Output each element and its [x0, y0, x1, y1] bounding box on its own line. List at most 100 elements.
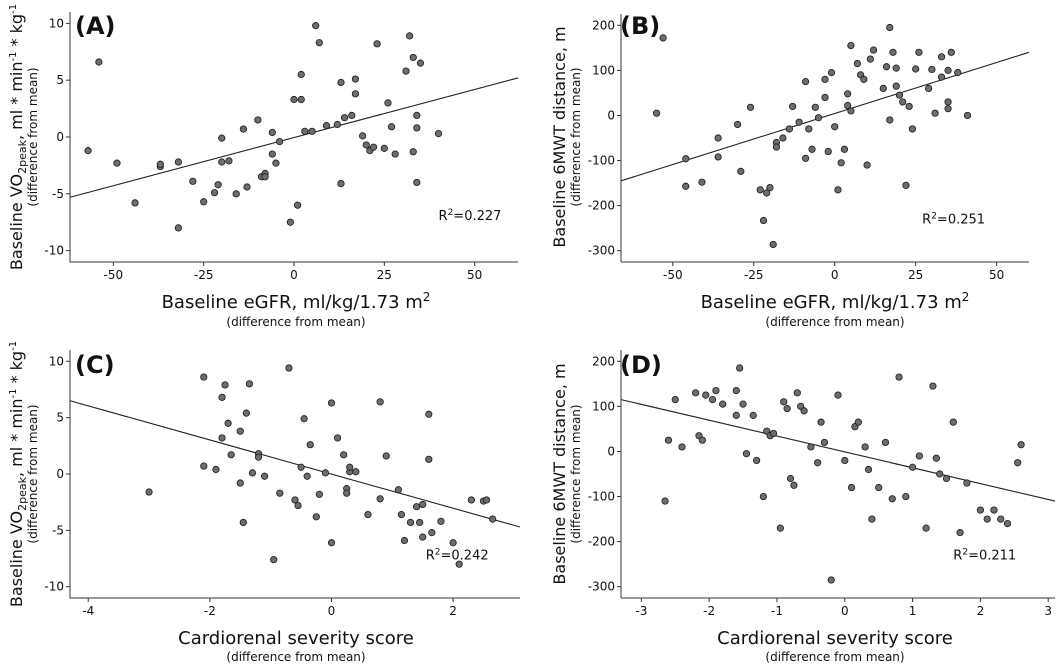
- y-axis-note: (difference from mean): [569, 404, 583, 543]
- data-point: [286, 218, 294, 226]
- data-point: [942, 474, 951, 483]
- y-tick-label: 0: [56, 130, 64, 144]
- data-point: [270, 556, 278, 564]
- data-point: [290, 95, 298, 104]
- panel-label: (B): [620, 12, 660, 40]
- x-tick-label: 50: [989, 268, 1004, 282]
- data-point: [892, 82, 900, 90]
- data-point: [860, 75, 868, 83]
- data-point: [915, 48, 923, 56]
- data-point: [739, 400, 747, 408]
- data-point: [312, 22, 320, 30]
- data-point: [671, 395, 679, 404]
- data-point: [333, 120, 341, 129]
- data-point: [925, 84, 933, 93]
- data-point: [902, 492, 910, 501]
- data-point: [1014, 459, 1022, 467]
- y-axis-title-group: Baseline VO2peak, ml * min-1 * kg-1(diff…: [7, 341, 40, 607]
- data-point: [382, 452, 390, 460]
- x-tick-label: 0: [290, 268, 298, 282]
- y-axis-title-group: Baseline 6MWT distance, m (difference fro…: [550, 363, 583, 584]
- y-axis-title: Baseline VO2peak, ml * min-1 * kg-1: [7, 4, 29, 270]
- data-point: [303, 472, 311, 480]
- data-point: [413, 124, 421, 132]
- data-point: [373, 40, 381, 48]
- data-point: [793, 389, 801, 397]
- data-point: [963, 111, 972, 120]
- data-point: [881, 438, 890, 447]
- data-point: [400, 536, 409, 545]
- data-point: [769, 240, 777, 249]
- data-point: [156, 160, 164, 168]
- panel-label: (C): [75, 351, 115, 379]
- y-axis-title-group: Baseline 6MWT distance, m (difference fro…: [550, 26, 583, 247]
- data-point: [807, 443, 815, 451]
- data-point: [661, 497, 669, 505]
- data-point: [733, 120, 742, 129]
- data-point: [801, 154, 810, 162]
- data-point: [732, 411, 740, 419]
- data-point: [736, 364, 744, 372]
- data-point: [236, 427, 244, 435]
- data-point: [260, 472, 269, 480]
- data-point: [895, 373, 903, 381]
- data-point: [714, 134, 722, 142]
- y-tick-label: 5: [56, 411, 64, 425]
- data-point: [343, 489, 351, 497]
- x-tick-label: 25: [908, 268, 923, 282]
- data-point: [397, 510, 406, 519]
- x-tick-label: -1: [771, 604, 783, 618]
- data-point: [272, 159, 280, 167]
- data-point: [820, 438, 829, 447]
- data-point: [113, 159, 121, 167]
- data-point: [886, 116, 894, 124]
- data-point: [827, 576, 835, 584]
- data-point: [218, 134, 226, 142]
- data-point: [691, 389, 700, 397]
- data-point: [795, 118, 803, 126]
- data-point: [888, 495, 896, 503]
- data-point: [312, 513, 320, 521]
- data-point: [416, 59, 425, 67]
- data-point: [949, 418, 957, 426]
- data-point: [847, 107, 855, 115]
- y-tick-label: -200: [588, 199, 615, 213]
- data-point: [831, 123, 839, 131]
- y-axis-note: (difference from mean): [26, 67, 40, 206]
- data-point: [875, 483, 883, 492]
- y-tick-label: -5: [52, 187, 64, 201]
- data-point: [84, 147, 92, 155]
- data-point: [301, 127, 309, 135]
- data-point: [719, 400, 727, 408]
- data-point: [285, 364, 293, 372]
- data-point: [783, 405, 791, 413]
- y-tick-label: -200: [588, 535, 615, 549]
- data-point: [749, 411, 757, 419]
- data-point: [772, 143, 781, 151]
- data-point: [698, 436, 706, 444]
- data-point: [200, 373, 208, 381]
- data-point: [834, 391, 842, 399]
- y-tick-label: -300: [588, 580, 615, 594]
- x-axis-note: (difference from mean): [226, 650, 365, 664]
- data-point: [425, 455, 433, 463]
- data-point: [664, 436, 673, 444]
- regression-line: [69, 400, 521, 528]
- data-point: [854, 418, 862, 426]
- data-point: [824, 147, 832, 156]
- data-point: [455, 560, 463, 568]
- y-tick-label: 0: [607, 108, 615, 122]
- data-point: [844, 101, 852, 110]
- data-point: [95, 58, 103, 66]
- data-point: [245, 380, 253, 388]
- data-point: [268, 128, 276, 137]
- data-point: [753, 456, 761, 465]
- data-point: [905, 102, 913, 111]
- x-tick-label: -50: [663, 268, 683, 282]
- data-point: [254, 116, 262, 124]
- data-point: [997, 515, 1005, 523]
- data-point: [678, 443, 686, 451]
- x-tick-label: 2: [449, 604, 457, 618]
- data-point: [227, 451, 235, 459]
- data-point: [976, 506, 985, 514]
